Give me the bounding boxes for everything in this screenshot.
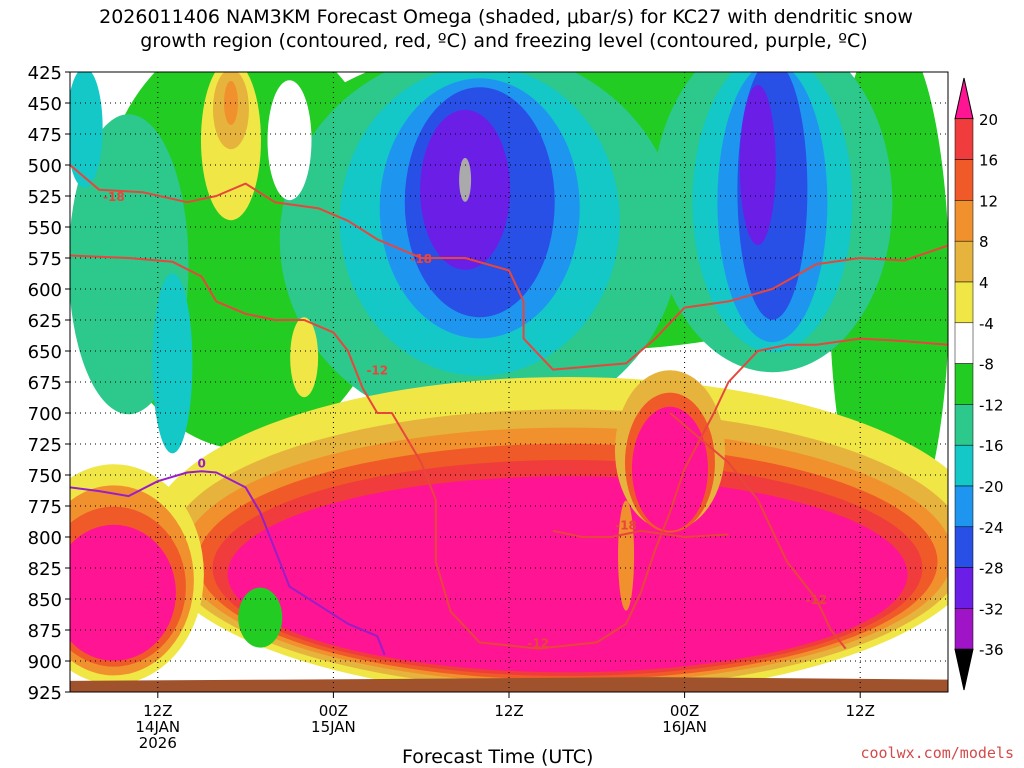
omega-area <box>227 476 908 673</box>
y-tick-label: 900 <box>28 652 62 673</box>
y-tick-label: 775 <box>28 497 62 518</box>
x-tick-label: 00Z <box>319 702 348 720</box>
y-tick-label: 850 <box>28 590 62 611</box>
y-tick-label: 825 <box>28 559 62 580</box>
y-tick-label: 525 <box>28 187 62 208</box>
colorbar-swatch <box>954 608 974 650</box>
y-tick-label: 475 <box>28 125 62 146</box>
x-tick-label: 12Z <box>494 702 523 720</box>
y-tick-label: 575 <box>28 249 62 270</box>
dgz-contour-minus18 <box>70 164 948 371</box>
colorbar-swatch <box>954 200 974 242</box>
colorbar: 20 16 12 8 4 -4 -8 -12 -16 -20 -24 -28 -32 -36 <box>954 77 1004 691</box>
y-tick-label: 450 <box>28 94 62 115</box>
omega-area <box>70 72 103 188</box>
x-tick-label: 12Z <box>143 702 172 720</box>
dgz-contour-minus18 <box>552 529 729 538</box>
colorbar-label: -20 <box>979 478 1004 496</box>
colorbar-swatch <box>954 444 974 487</box>
colorbar-swatch <box>954 485 974 528</box>
x-tick-label: 12Z <box>846 702 875 720</box>
colorbar-swatch <box>954 567 974 609</box>
omega-area <box>739 85 776 245</box>
chart-title-line2: growth region (contoured, red, ºC) and f… <box>140 30 868 52</box>
y-tick-label: 550 <box>28 218 62 239</box>
x-tick-label: 00Z <box>670 702 699 720</box>
x-tick-label: 16JAN <box>662 718 707 736</box>
y-tick-label: 425 <box>28 63 62 84</box>
omega-area <box>70 524 176 661</box>
colorbar-label: -32 <box>979 600 1004 618</box>
colorbar-label: -12 <box>979 396 1004 414</box>
source-credit: coolwx.com/models <box>860 744 1014 762</box>
colorbar-label: 4 <box>979 274 989 292</box>
colorbar-swatch <box>954 648 974 691</box>
x-tick-label: 14JAN <box>135 718 180 736</box>
x-tick-label: 2026 <box>139 734 177 752</box>
omega-area <box>267 80 312 201</box>
contour-label: -18 <box>615 519 637 533</box>
colorbar-swatch <box>954 404 974 446</box>
omega-area <box>459 157 472 202</box>
colorbar-label: -4 <box>979 315 994 333</box>
grid <box>70 71 948 693</box>
colorbar-label: -8 <box>979 356 994 374</box>
colorbar-swatch <box>954 322 974 364</box>
contour-label: -12 <box>805 593 827 607</box>
colorbar-label: -28 <box>979 560 1004 578</box>
dgz-contour-minus12 <box>70 254 948 650</box>
y-tick-label: 800 <box>28 528 62 549</box>
colorbar-label: -36 <box>979 641 1004 659</box>
omega-area <box>290 317 319 398</box>
colorbar-label: -16 <box>979 437 1004 455</box>
colorbar-swatch <box>954 159 974 201</box>
omega-area <box>631 406 708 531</box>
x-axis-title: Forecast Time (UTC) <box>402 746 594 768</box>
y-tick-label: 700 <box>28 404 62 425</box>
dgz-contour-minus12 <box>669 412 847 650</box>
y-tick-label: 925 <box>28 683 62 704</box>
colorbar-swatch <box>954 77 974 120</box>
y-tick-label: 725 <box>28 435 62 456</box>
omega-area <box>618 500 635 611</box>
omega-area <box>238 587 283 648</box>
colorbar-label: 12 <box>979 192 998 210</box>
colorbar-label: -24 <box>979 519 1004 537</box>
y-tick-label: 625 <box>28 311 62 332</box>
y-tick-label: 750 <box>28 466 62 487</box>
y-tick-label: 650 <box>28 342 62 363</box>
colorbar-swatch <box>954 281 974 324</box>
colorbar-swatch <box>954 240 974 283</box>
ground-terrain <box>70 677 948 692</box>
chart-title-line1: 2026011406 NAM3KM Forecast Omega (shaded… <box>99 6 913 28</box>
colorbar-swatch <box>954 363 974 405</box>
contour-label: -12 <box>366 364 388 378</box>
contour-label: 0 <box>198 457 206 471</box>
y-tick-label: 875 <box>28 621 62 642</box>
omega-area <box>152 273 193 454</box>
contour-label: -18 <box>410 252 432 266</box>
contours <box>70 164 948 656</box>
freezing-level-contour <box>70 470 386 656</box>
y-tick-label: 675 <box>28 373 62 394</box>
colorbar-label: 16 <box>979 152 998 170</box>
y-tick-label: 500 <box>28 156 62 177</box>
contour-label: -18 <box>103 190 125 204</box>
colorbar-label: 8 <box>979 233 989 251</box>
contour-label: -12 <box>527 636 549 650</box>
colorbar-swatch <box>954 526 974 568</box>
y-tick-label: 600 <box>28 280 62 301</box>
colorbar-swatch <box>954 118 974 160</box>
x-tick-label: 15JAN <box>311 718 356 736</box>
omega-field <box>70 72 948 692</box>
colorbar-label: 20 <box>979 111 998 129</box>
